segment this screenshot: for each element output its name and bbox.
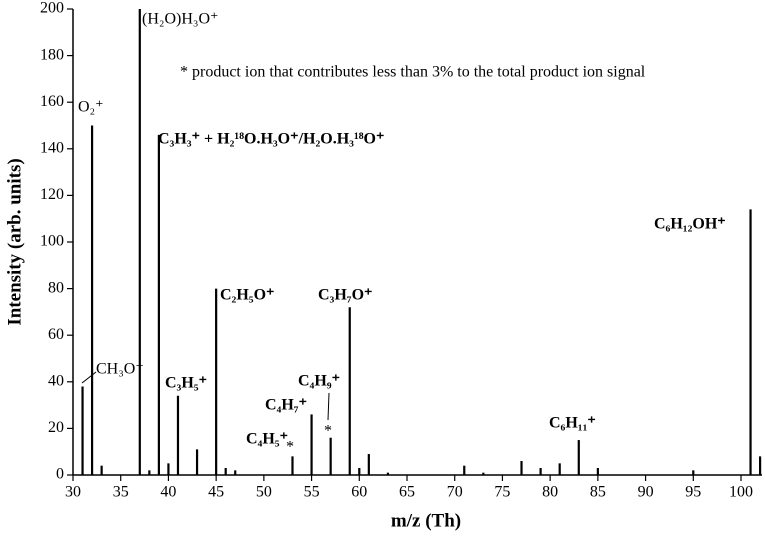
- y-tick-label: 160: [40, 93, 64, 110]
- x-tick-label: 95: [685, 484, 701, 501]
- leader-line: [81, 371, 97, 384]
- annotation: *: [324, 423, 332, 440]
- annotation: C₃H₇O⁺: [318, 287, 372, 304]
- y-tick-label: 40: [48, 372, 64, 389]
- annotation: C₂H₅O⁺: [220, 287, 274, 304]
- leader-line: [327, 392, 330, 421]
- y-tick-label: 200: [40, 0, 64, 17]
- annotation: C₄H₉⁺: [298, 373, 340, 390]
- x-tick-label: 75: [494, 484, 510, 501]
- annotation: C₃H₅⁺: [165, 375, 207, 392]
- annotation: C₆H₁₂OH⁺: [654, 216, 726, 233]
- x-tick-label: 30: [65, 484, 81, 501]
- x-tick-label: 70: [447, 484, 463, 501]
- annotation: C₆H₁₁⁺: [549, 415, 596, 432]
- annotation: * product ion that contributes less than…: [180, 64, 646, 81]
- x-tick-label: 100: [729, 484, 753, 501]
- x-tick-label: 35: [113, 484, 129, 501]
- x-tick-label: 45: [208, 484, 224, 501]
- annotation: *: [286, 439, 294, 456]
- annotation: C₄H₅⁺: [246, 431, 288, 448]
- y-tick-label: 180: [40, 46, 64, 63]
- x-tick-label: 90: [638, 484, 654, 501]
- annotation: C₄H₇⁺: [265, 397, 307, 414]
- y-tick-label: 80: [48, 279, 64, 296]
- y-tick-label: 0: [56, 466, 64, 483]
- annotation: (H₂O)H₃O⁺: [142, 11, 218, 28]
- y-tick-label: 120: [40, 186, 64, 203]
- annotation: O₂⁺: [78, 99, 104, 116]
- x-axis-label: m/z (Th): [391, 510, 461, 531]
- y-axis-label: Intensity (arb. units): [4, 158, 25, 325]
- y-tick-label: 100: [40, 233, 64, 250]
- x-tick-label: 85: [590, 484, 606, 501]
- annotation: CH₃O⁺: [96, 361, 144, 378]
- x-tick-label: 60: [351, 484, 367, 501]
- x-tick-label: 40: [160, 484, 176, 501]
- y-tick-label: 60: [48, 326, 64, 343]
- x-tick-label: 65: [399, 484, 415, 501]
- x-tick-label: 50: [256, 484, 272, 501]
- x-tick-label: 80: [542, 484, 558, 501]
- x-tick-label: 55: [304, 484, 320, 501]
- y-tick-label: 140: [40, 139, 64, 156]
- annotation: C₃H₃⁺ + H₂¹⁸O.H₃O⁺/H₂O.H₃¹⁸O⁺: [158, 131, 384, 148]
- y-tick-label: 20: [48, 419, 64, 436]
